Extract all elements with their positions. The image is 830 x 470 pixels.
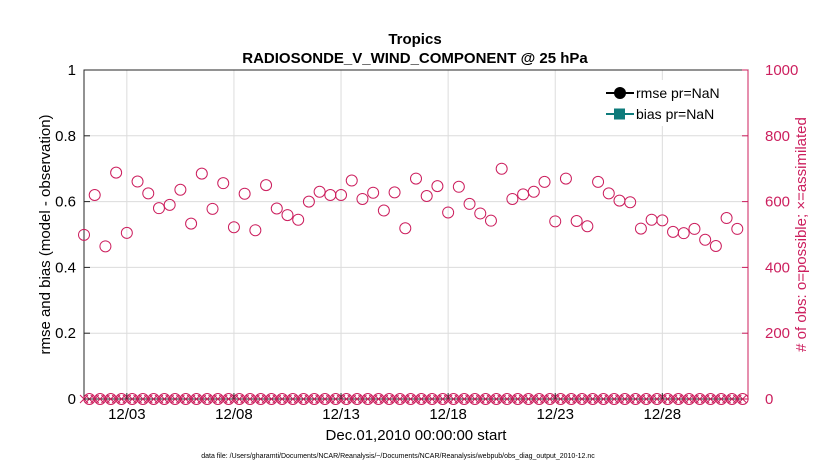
obs-possible-point: [484, 214, 497, 227]
obs-possible-point: [99, 240, 112, 253]
obs-possible-point: [517, 188, 530, 201]
obs-possible-point: [174, 183, 187, 196]
x-tick-label: 12/13: [322, 406, 360, 423]
y-axis-label-left: rmse and bias (model - observation): [37, 114, 54, 354]
obs-possible-point: [506, 192, 519, 205]
obs-possible-point: [206, 202, 219, 215]
obs-possible-point: [442, 206, 455, 219]
obs-possible-point: [709, 240, 722, 253]
series-possible: [78, 162, 749, 405]
obs-possible-point: [260, 179, 273, 192]
x-tick-label: 12/03: [108, 406, 146, 423]
legend-marker-circle: [614, 87, 626, 99]
x-tick-label: 12/08: [215, 406, 253, 423]
data-file-footnote: data file: /Users/gharamti/Documents/NCA…: [201, 453, 595, 460]
legend: rmse pr=NaN bias pr=NaN: [600, 80, 738, 126]
obs-possible-point: [463, 197, 476, 210]
legend-entry: bias pr=NaN: [606, 106, 714, 122]
x-tick-label: 12/28: [644, 406, 682, 423]
obs-possible-point: [313, 185, 326, 198]
legend-entry: rmse pr=NaN: [606, 85, 720, 101]
obs-possible-point: [388, 186, 401, 199]
legend-marker-square: [614, 108, 625, 120]
obs-possible-point: [527, 185, 540, 198]
obs-possible-point: [302, 195, 315, 208]
obs-possible-point: [270, 202, 283, 215]
obs-possible-point: [592, 175, 605, 188]
obs-possible-point: [677, 227, 690, 240]
obs-possible-point: [549, 215, 562, 228]
obs-possible-point: [163, 198, 176, 211]
y-right-tick-label: 800: [765, 128, 790, 145]
y-right-tick-label: 200: [765, 325, 790, 342]
obs-possible-point: [474, 207, 487, 220]
obs-possible-point: [78, 228, 90, 241]
obs-possible-point: [356, 192, 369, 205]
chart-subtitle: RADIOSONDE_V_WIND_COMPONENT @ 25 hPa: [242, 50, 588, 67]
obs-possible-point: [88, 189, 101, 202]
obs-possible-point: [495, 162, 508, 175]
y-left-tick-label: 0.8: [55, 128, 76, 145]
obs-possible-point: [538, 175, 551, 188]
y-left-tick-label: 0.2: [55, 325, 76, 342]
obs-possible-point: [420, 190, 433, 203]
obs-possible-point: [249, 224, 262, 237]
chart-title: Tropics: [388, 31, 441, 48]
obs-possible-point: [152, 202, 165, 215]
obs-possible-point: [345, 174, 358, 187]
obs-possible-point: [227, 221, 240, 234]
obs-possible-point: [292, 213, 305, 226]
obs-possible-point: [238, 187, 251, 200]
obs-possible-point: [399, 222, 412, 235]
obs-possible-point: [217, 177, 230, 190]
obs-possible-point: [142, 187, 155, 200]
obs-possible-point: [195, 167, 208, 180]
y-left-tick-label: 0.4: [55, 259, 76, 276]
obs-possible-point: [185, 217, 198, 230]
obs-possible-point: [559, 172, 572, 185]
obs-possible-point: [581, 220, 594, 233]
obs-possible-point: [367, 186, 380, 199]
axis-ticks: 0 0.2 0.4 0.6 0.8 1 0 200 400 600 800 1000 12/03 12/0…: [55, 62, 798, 423]
obs-possible-point: [377, 204, 390, 217]
obs-possible-point: [324, 189, 337, 202]
obs-possible-point: [281, 209, 294, 222]
data-marks: [78, 162, 749, 405]
y-axis-label-right: # of obs: o=possible; ×=assimilated: [793, 117, 810, 352]
obs-possible-point: [110, 166, 123, 179]
y-right-tick-label: 400: [765, 259, 790, 276]
obs-possible-point: [452, 180, 465, 193]
legend-label: rmse pr=NaN: [636, 85, 720, 101]
obs-possible-point: [688, 222, 701, 235]
y-left-tick-label: 0: [68, 391, 76, 408]
obs-possible-point: [613, 194, 626, 207]
obs-possible-point: [120, 226, 133, 239]
y-left-tick-label: 0.6: [55, 194, 76, 211]
obs-possible-point: [570, 215, 583, 228]
obs-possible-point: [410, 172, 422, 185]
obs-possible-point: [656, 214, 669, 227]
y-right-tick-label: 0: [765, 391, 773, 408]
obs-possible-point: [699, 233, 712, 246]
y-right-tick-label: 600: [765, 194, 790, 211]
obs-possible-point: [624, 196, 637, 209]
obs-possible-point: [431, 180, 444, 193]
x-tick-label: 12/18: [429, 406, 467, 423]
x-axis-label: Dec.01,2010 00:00:00 start: [326, 427, 508, 444]
obs-possible-point: [645, 213, 658, 226]
legend-label: bias pr=NaN: [636, 106, 714, 122]
obs-possible-point: [667, 225, 680, 238]
y-right-tick-label: 1000: [765, 62, 798, 79]
obs-possible-point: [131, 175, 144, 188]
obs-possible-point: [602, 187, 615, 200]
y-left-tick-label: 1: [68, 62, 76, 79]
obs-possible-point: [720, 212, 733, 225]
obs-possible-point: [731, 222, 744, 235]
obs-possible-point: [335, 189, 348, 202]
x-tick-label: 12/23: [536, 406, 574, 423]
obs-possible-point: [634, 222, 647, 235]
